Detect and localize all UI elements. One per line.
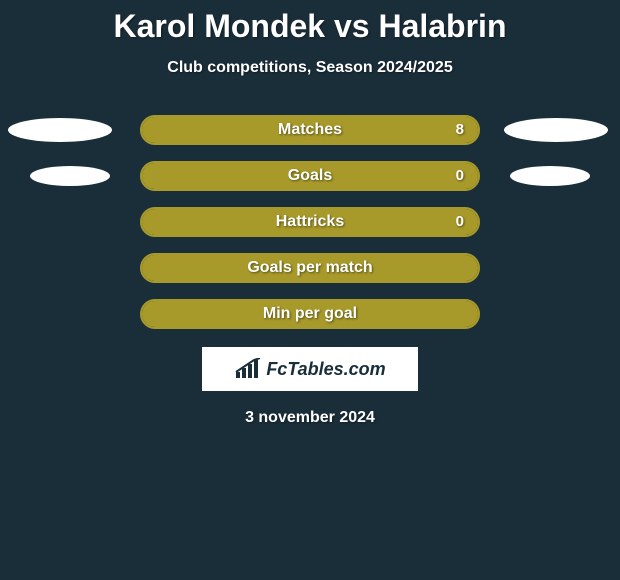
left-ellipse <box>8 118 112 142</box>
stat-row: Goals0 <box>0 161 620 191</box>
bar-track <box>140 161 480 191</box>
stats-container: Matches8 Goals0 Hattricks0 Goals per match M… <box>0 115 620 329</box>
bar-fill <box>142 301 478 327</box>
stat-row: Goals per match <box>0 253 620 283</box>
bar-track <box>140 299 480 329</box>
bar-fill <box>142 163 478 189</box>
chart-icon <box>234 358 262 380</box>
logo-text: FcTables.com <box>266 359 385 380</box>
bar-fill <box>142 117 478 143</box>
stat-row: Matches8 <box>0 115 620 145</box>
right-ellipse <box>510 166 590 186</box>
bar-track <box>140 115 480 145</box>
bar-track <box>140 253 480 283</box>
subtitle: Club competitions, Season 2024/2025 <box>0 59 620 77</box>
stat-row: Hattricks0 <box>0 207 620 237</box>
right-ellipse <box>504 118 608 142</box>
bar-track <box>140 207 480 237</box>
left-ellipse <box>30 166 110 186</box>
date-text: 3 november 2024 <box>0 409 620 427</box>
bar-fill <box>142 209 478 235</box>
logo-box: FcTables.com <box>202 347 418 391</box>
page-title: Karol Mondek vs Halabrin <box>0 0 620 45</box>
bar-fill <box>142 255 478 281</box>
stat-row: Min per goal <box>0 299 620 329</box>
